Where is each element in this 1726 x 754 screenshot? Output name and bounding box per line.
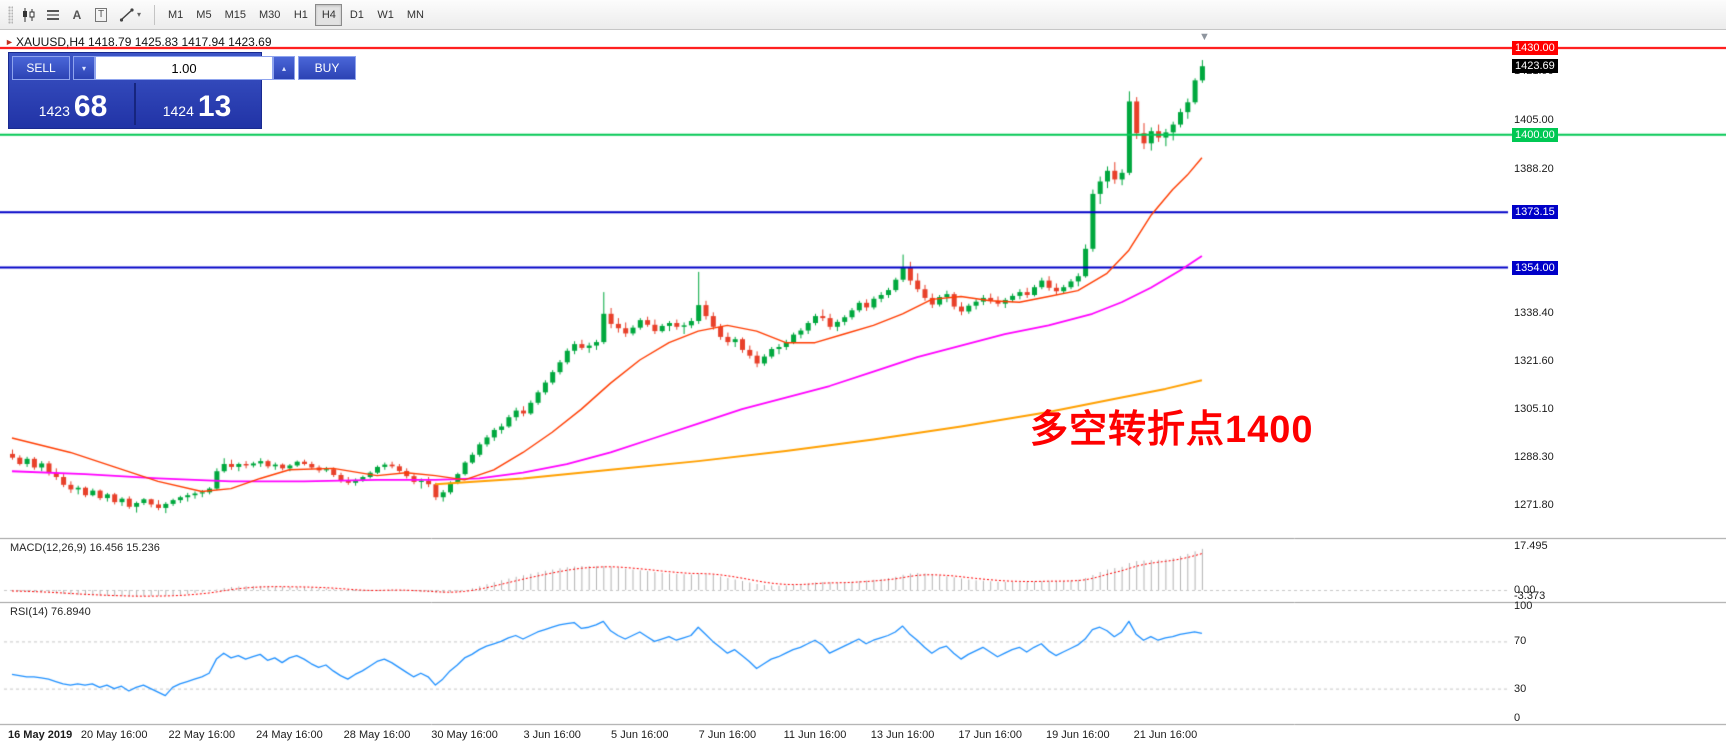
text-label-button[interactable]: T (89, 3, 113, 27)
chart-shift-marker-icon: ▼ (1199, 31, 1210, 43)
toolbar-grip (8, 5, 13, 24)
timeframe-button-m5[interactable]: M5 (190, 4, 217, 26)
rsi-indicator-label: RSI(14) 76.8940 (10, 606, 91, 618)
sell-price-pips: 68 (73, 90, 108, 123)
timeframe-button-d1[interactable]: D1 (343, 4, 370, 26)
dropdown-caret-icon: ▾ (136, 10, 141, 19)
buy-price-display[interactable]: 1424 13 (136, 83, 258, 125)
text-annotation-button[interactable]: A (65, 3, 89, 27)
top-toolbar: A T ▾ M1 M5 M15 M30 H1 H4 D1 W1 MN (0, 0, 1726, 30)
candlestick-chart-icon-button[interactable] (17, 3, 41, 27)
toolbar-separator (154, 4, 155, 25)
chevron-up-icon: ▴ (281, 63, 286, 73)
timeframe-button-w1[interactable]: W1 (371, 4, 400, 26)
one-click-trading-panel: SELL ▾ ▴ BUY 1423 68 1424 13 (8, 52, 356, 129)
chevron-down-icon: ▾ (81, 63, 86, 73)
candlestick-chart-icon (23, 7, 35, 22)
indicator-list-icon-button[interactable] (41, 3, 65, 27)
chart-ohlc-title: XAUUSD,H4 1418.79 1425.83 1417.94 1423.6… (16, 35, 272, 49)
buy-price-main: 1424 (162, 103, 194, 119)
volume-increase-button[interactable]: ▴ (273, 56, 295, 80)
line-tools-icon (119, 7, 134, 22)
timeframe-button-h1[interactable]: H1 (287, 4, 314, 26)
volume-control: ▾ ▴ (73, 56, 295, 80)
timeframe-button-m15[interactable]: M15 (219, 4, 252, 26)
sell-price-display[interactable]: 1423 68 (12, 83, 134, 125)
buy-price-pips: 13 (197, 90, 232, 123)
timeframe-toolbar: M1 M5 M15 M30 H1 H4 D1 W1 MN (162, 3, 430, 26)
timeframe-button-m1[interactable]: M1 (162, 4, 189, 26)
trade-panel-prices: 1423 68 1424 13 (12, 83, 258, 125)
timeframe-button-h4[interactable]: H4 (315, 3, 343, 26)
volume-input[interactable] (95, 56, 273, 80)
indicator-list-icon (47, 9, 59, 20)
volume-decrease-button[interactable]: ▾ (73, 56, 95, 80)
letter-t-icon: T (94, 7, 108, 22)
buy-button[interactable]: BUY (298, 56, 356, 80)
symbol-marker-icon: ► (5, 37, 14, 47)
line-tools-button[interactable]: ▾ (113, 3, 147, 27)
chart-annotation-text: 多空转折点1400 (1030, 409, 1314, 451)
sell-button[interactable]: SELL (12, 56, 70, 80)
price-divider (134, 83, 136, 125)
trade-panel-controls: SELL ▾ ▴ BUY (12, 56, 356, 80)
timeframe-button-m30[interactable]: M30 (253, 4, 286, 26)
letter-a-icon: A (72, 7, 82, 22)
sell-price-main: 1423 (38, 103, 70, 119)
timeframe-button-mn[interactable]: MN (401, 4, 430, 26)
macd-indicator-label: MACD(12,26,9) 16.456 15.236 (10, 542, 160, 554)
